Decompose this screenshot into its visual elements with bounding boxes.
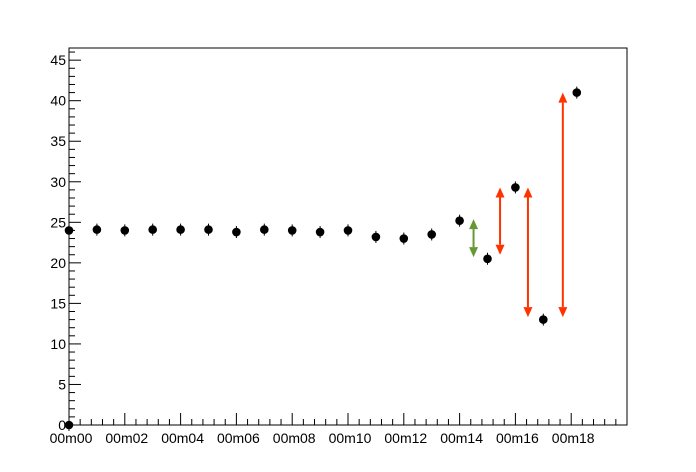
x-axis-labels: 00m00 00m02 00m04 00m06 00m08 00m10 00m12 00m14… [50,430,595,446]
y-tick-label: 35 [50,133,66,149]
data-point [148,225,157,234]
x-tick-label: 00m14 [440,430,483,446]
data-point [511,183,520,192]
x-tick-label: 00m08 [273,430,316,446]
y-tick-label: 25 [50,214,66,230]
data-point [92,225,102,234]
y-axis-ticks [69,51,81,426]
y-tick-label: 45 [50,52,66,68]
plot-frame [68,47,628,426]
y-tick-label: 5 [58,376,66,392]
annotation-arrows [469,92,568,318]
y-tick-label: 40 [50,93,66,109]
x-tick-label: 00m12 [384,430,427,446]
x-axis-ticks [68,413,628,425]
double-arrow-annotation [523,187,533,318]
x-tick-label: 00m18 [552,430,595,446]
data-point [399,234,409,243]
double-arrow-annotation [469,219,479,258]
x-tick-label: 00m00 [50,430,93,446]
data-point [64,420,74,430]
double-arrow-annotation [495,187,505,255]
data-point [120,226,130,235]
x-tick-label: 00m16 [496,430,539,446]
data-point [64,226,74,235]
data-point [176,225,185,234]
x-tick-label: 00m06 [217,430,260,446]
data-point [572,88,582,97]
y-tick-label: 30 [50,174,66,190]
data-point [455,216,464,225]
data-point [371,232,381,242]
double-arrow-annotation [558,92,568,318]
y-tick-label: 15 [50,295,66,311]
data-point [427,230,437,239]
data-point [539,315,548,324]
data-point [260,225,269,234]
x-tick-label: 00m10 [329,430,372,446]
y-axis-labels: 0 5 10 15 20 25 30 35 40 45 [50,52,66,433]
data-point [315,227,325,237]
x-tick-label: 00m02 [105,430,148,446]
y-tick-label: 10 [50,336,66,352]
data-point [204,225,213,234]
data-point [232,227,241,237]
data-points [64,86,582,431]
x-tick-label: 00m04 [161,430,204,446]
data-point [343,226,353,235]
y-tick-label: 0 [58,417,66,433]
y-tick-label: 20 [50,255,66,271]
data-point [287,226,297,235]
data-point [483,254,492,264]
